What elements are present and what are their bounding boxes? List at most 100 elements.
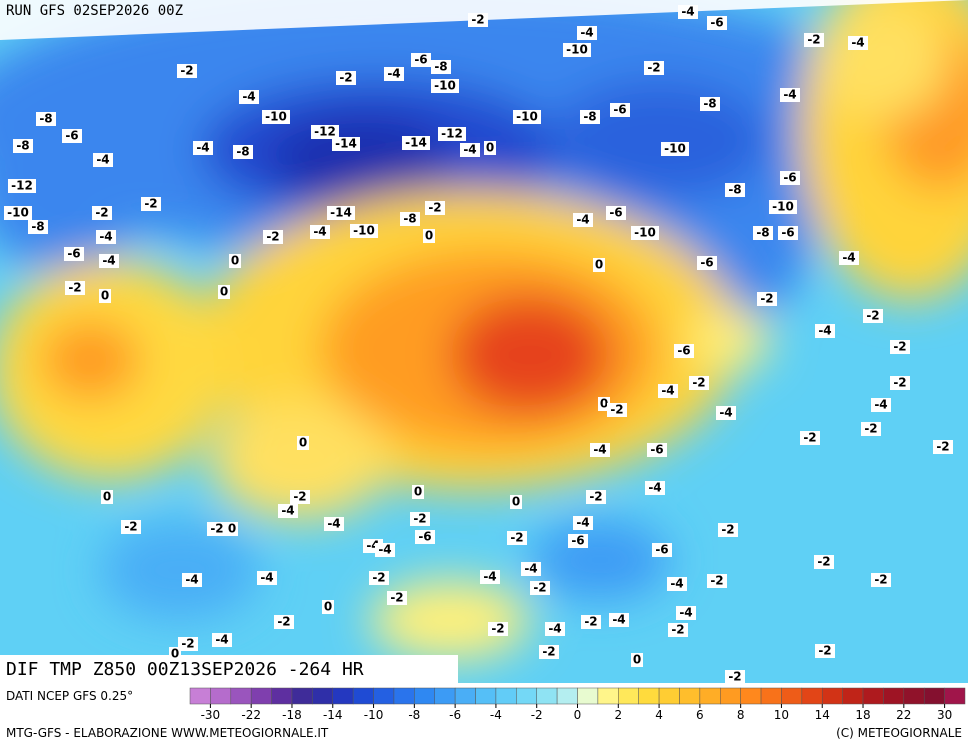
contour-label: -4	[839, 251, 859, 265]
contour-label: -14	[332, 137, 360, 151]
contour-label-text: 0	[414, 485, 422, 499]
contour-label-box	[815, 644, 835, 658]
footer-left: MTG-GFS - ELABORAZIONE WWW.METEOGIORNALE…	[6, 726, 329, 740]
contour-label: -10	[431, 79, 459, 93]
contour-label-box	[169, 647, 181, 661]
contour-label: -4	[848, 36, 868, 50]
contour-label: -2	[863, 309, 883, 323]
contour-label: -4	[676, 606, 696, 620]
contour-label: -8	[725, 183, 745, 197]
contour-label-text: -4	[524, 562, 537, 576]
legend-tick-label: 14	[815, 708, 830, 722]
contour-label-box	[13, 139, 33, 153]
contour-label: -4	[645, 481, 665, 495]
source-label: DATI NCEP GFS 0.25°	[6, 689, 133, 703]
contour-label: -8	[700, 97, 720, 111]
legend-tick-label: 2	[614, 708, 622, 722]
contour-label: -2	[336, 71, 356, 85]
contour-label-box	[593, 258, 605, 272]
contour-label: -6	[652, 543, 672, 557]
contour-label-text: -8	[39, 112, 52, 126]
contour-label: -6	[610, 103, 630, 117]
contour-label: -2	[890, 376, 910, 390]
contour-label-text: -6	[710, 16, 723, 30]
contour-label-box	[99, 254, 119, 268]
contour-label-text: -4	[387, 67, 400, 81]
contour-label-text: 0	[324, 600, 332, 614]
contour-label: -8	[36, 112, 56, 126]
contour-label-text: -4	[576, 213, 589, 227]
contour-label-text: -14	[330, 206, 352, 220]
contour-label: -2	[468, 13, 488, 27]
contour-label: 0	[322, 600, 334, 614]
contour-label: -2	[718, 523, 738, 537]
contour-label-box	[661, 142, 689, 156]
contour-label-text: -10	[566, 43, 588, 57]
contour-label-box	[310, 225, 330, 239]
contour-label: -14	[402, 136, 430, 150]
contour-label-text: -2	[893, 340, 906, 354]
contour-label: -4	[573, 516, 593, 530]
contour-label-box	[933, 440, 953, 454]
contour-label: -4	[460, 143, 480, 157]
legend-swatch	[883, 687, 905, 705]
legend-swatch	[658, 687, 680, 705]
contour-label: -2	[644, 61, 664, 75]
contour-label-text: -2	[866, 309, 879, 323]
contour-label-text: -4	[463, 143, 476, 157]
legend-tick-label: -30	[201, 708, 221, 722]
contour-label: -8	[580, 110, 600, 124]
legend-swatch	[230, 687, 252, 705]
contour-label-box	[336, 71, 356, 85]
contour-label-text: -4	[842, 251, 855, 265]
contour-label-box	[780, 171, 800, 185]
contour-label-text: 0	[231, 254, 239, 268]
contour-label-text: -4	[593, 443, 606, 457]
contour-label-box	[590, 443, 610, 457]
legend-swatch	[760, 687, 782, 705]
legend-swatch	[720, 687, 741, 705]
contour-label: -2	[530, 581, 550, 595]
contour-label: -10	[631, 226, 659, 240]
contour-label-text: -10	[353, 224, 375, 238]
contour-label-text: 0	[103, 490, 111, 504]
contour-label: -2	[539, 645, 559, 659]
contour-label-text: -10	[516, 110, 538, 124]
contour-label: -2	[65, 281, 85, 295]
contour-label-box	[410, 512, 430, 526]
contour-label: -6	[415, 530, 435, 544]
contour-label-text: 0	[595, 258, 603, 272]
contour-label-text: -12	[314, 125, 336, 139]
contour-label-box	[411, 53, 431, 67]
contour-label: 0	[101, 490, 113, 504]
contour-label-text: -2	[181, 637, 194, 651]
contour-label-box	[573, 213, 593, 227]
contour-label: -2	[263, 230, 283, 244]
contour-label-box	[480, 570, 500, 584]
contour-label-text: -6	[677, 344, 690, 358]
contour-label-box	[573, 516, 593, 530]
legend-swatch	[352, 687, 374, 705]
contour-label: -6	[568, 534, 588, 548]
contour-label: -8	[400, 212, 420, 226]
contour-label-text: -2	[807, 33, 820, 47]
contour-label-box	[92, 206, 112, 220]
contour-label-box	[778, 226, 798, 240]
contour-label: -10	[769, 200, 797, 214]
contour-label: -8	[431, 60, 451, 74]
contour-label-text: -6	[571, 534, 584, 548]
contour-label: -4	[716, 406, 736, 420]
contour-label: -2	[207, 522, 227, 536]
legend-tick-label: 10	[774, 708, 789, 722]
contour-label-text: -4	[661, 384, 674, 398]
contour-label-box	[697, 256, 717, 270]
color-legend: -30 -22 -18 -14 -10 -8 -6 -4 -2 0 2 4 6 8 10 14 18 22 30	[189, 687, 966, 722]
contour-label: -2	[177, 64, 197, 78]
contour-label: -2	[815, 644, 835, 658]
contour-label-box	[36, 112, 56, 126]
contour-label-text: -4	[242, 90, 255, 104]
contour-label-box	[725, 183, 745, 197]
legend-tick-label: -4	[490, 708, 502, 722]
contour-label-box	[581, 615, 601, 629]
contour-label: -6	[674, 344, 694, 358]
